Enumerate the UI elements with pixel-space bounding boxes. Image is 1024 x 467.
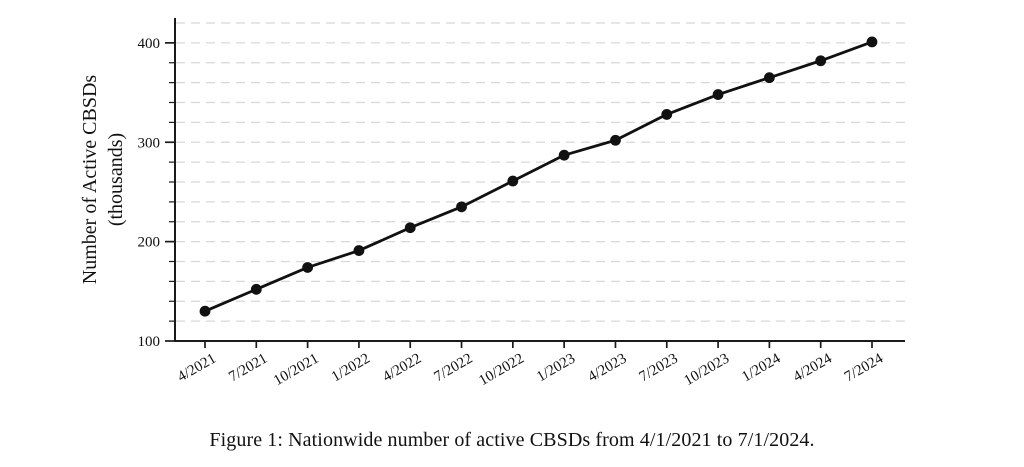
figure-caption: Figure 1: Nationwide number of active CB… — [209, 429, 815, 451]
data-point — [404, 222, 416, 234]
data-point — [712, 89, 724, 100]
gridlines — [176, 22, 905, 322]
y-axis-ticks: 100 200 300 400 — [138, 36, 175, 350]
y-tick-label: 400 — [138, 36, 161, 52]
data-point — [558, 149, 570, 161]
x-tick-label: 10/2023 — [681, 351, 732, 389]
y-tick-label: 300 — [138, 135, 161, 151]
data-point — [199, 305, 211, 317]
x-tick-label: 1/2022 — [329, 351, 373, 386]
axes — [174, 18, 905, 342]
data-point — [866, 36, 878, 48]
axis-lines — [174, 18, 905, 342]
x-tick-label: 1/2023 — [534, 351, 578, 386]
y-tick-label: 200 — [138, 235, 161, 251]
y-tick-label: 100 — [138, 334, 161, 350]
x-axis-ticks: 4/2021 7/2021 10/2021 1/2022 4/2022 7/2022 10/… — [175, 341, 887, 389]
data-point — [815, 55, 827, 67]
data-point — [250, 283, 262, 295]
x-tick-label: 7/2022 — [431, 351, 475, 386]
data-point — [763, 72, 775, 84]
y-axis-title-line: Number of Active CBSDs — [79, 75, 101, 285]
x-tick-label: 4/2023 — [585, 351, 629, 386]
data-point — [456, 201, 467, 213]
data-point — [507, 175, 519, 187]
x-tick-label: 4/2022 — [380, 351, 424, 386]
x-tick-label: 7/2024 — [842, 350, 887, 385]
x-tick-label: 4/2024 — [791, 350, 836, 385]
x-tick-label: 1/2024 — [739, 350, 784, 385]
data-point — [302, 262, 314, 273]
y-axis-title: Number of Active CBSDs (thousands) — [79, 75, 127, 285]
series-active-cbsds — [199, 36, 878, 317]
data-point — [610, 134, 621, 146]
x-tick-label: 4/2021 — [175, 351, 219, 386]
y-axis-title-line: (thousands) — [105, 133, 127, 226]
x-tick-label: 10/2022 — [476, 351, 527, 389]
series-line — [204, 40, 873, 313]
x-tick-label: 7/2021 — [226, 351, 270, 386]
x-tick-label: 10/2021 — [271, 351, 322, 389]
data-point — [353, 245, 365, 256]
data-point — [661, 109, 673, 120]
x-tick-label: 7/2023 — [637, 351, 681, 386]
